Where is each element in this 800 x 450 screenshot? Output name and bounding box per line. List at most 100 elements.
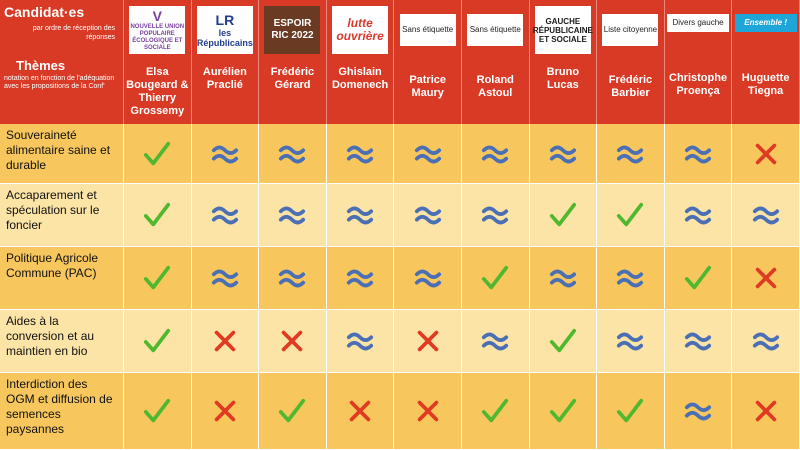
cross-icon <box>755 143 776 164</box>
candidate-header: Ensemble ! Huguette Tiegna <box>732 0 800 124</box>
party-logo: lutte ouvrière <box>332 6 389 54</box>
logo-text: Divers gauche <box>672 18 724 27</box>
candidate-header: ESPOIR RIC 2022 Frédéric Gérard <box>259 0 327 124</box>
rating-cell <box>732 373 800 450</box>
affiliation-label: Sans étiquette <box>467 14 524 46</box>
logo-mark: LR <box>215 11 235 28</box>
logo-text: GAUCHE RÉPUBLICAINE ET SOCIALE <box>532 16 593 44</box>
rating-cell <box>191 124 260 184</box>
approx-icon <box>549 145 576 163</box>
approx-icon <box>347 206 374 225</box>
cross-icon <box>755 267 776 289</box>
logo-text: Sans étiquette <box>402 25 454 34</box>
approx-icon <box>211 145 238 163</box>
affiliation-label: Liste citoyenne <box>602 14 659 46</box>
rating-cell <box>191 373 260 450</box>
affiliation-label: Sans étiquette <box>399 14 456 46</box>
approx-icon <box>482 145 509 163</box>
check-icon <box>684 265 712 290</box>
approx-icon <box>549 269 576 288</box>
candidate-name: Roland Astoul <box>476 74 514 99</box>
rating-cell <box>664 184 733 247</box>
theme-label: Aides à la conversion et au maintien en … <box>0 310 124 373</box>
theme-label: Souveraineté alimentaire saine et durabl… <box>0 124 124 184</box>
rating-cell <box>124 184 192 247</box>
approx-icon <box>347 145 374 163</box>
candidate-name: Bruno Lucas <box>546 66 580 91</box>
rating-cell <box>326 247 395 310</box>
approx-icon <box>347 332 374 351</box>
approx-icon <box>414 145 441 163</box>
rating-cell <box>664 310 733 373</box>
logo-mark: V <box>152 7 162 24</box>
candidate-header: Liste citoyenne Frédéric Barbier <box>597 0 665 124</box>
rating-cell <box>124 310 192 373</box>
rating-cell <box>259 124 327 184</box>
approx-icon <box>279 269 306 288</box>
rating-cell <box>394 124 462 184</box>
check-icon <box>144 328 171 353</box>
rating-cell <box>326 310 395 373</box>
order-note: par ordre de réception des réponses <box>32 25 115 41</box>
rating-cell <box>664 373 733 450</box>
approx-icon <box>211 269 238 288</box>
logo-text: ESPOIR RIC 2022 <box>271 18 314 41</box>
approx-icon <box>684 145 712 163</box>
approx-icon <box>617 269 644 288</box>
cross-icon <box>349 400 371 422</box>
rating-cell <box>326 373 395 450</box>
rating-cell <box>461 184 530 247</box>
rating-cell <box>326 124 395 184</box>
rating-cell <box>597 184 665 247</box>
check-icon <box>549 328 576 353</box>
affiliation-label: Divers gauche <box>667 14 730 32</box>
rating-cell <box>124 373 192 450</box>
party-logo: ESPOIR RIC 2022 <box>264 6 321 54</box>
approx-icon <box>211 206 238 225</box>
rating-cell <box>732 310 800 373</box>
candidates-title: Candidat·es <box>4 4 85 20</box>
candidate-name: Elsa Bougeard & Thierry Grossemy <box>126 66 189 117</box>
logo-text: Ensemble ! <box>744 18 787 27</box>
candidate-header: LR les Républicains Aurélien Praclié <box>191 0 260 124</box>
logo-text: Sans étiquette <box>469 25 521 34</box>
theme-label: Interdiction des OGM et diffusion de sem… <box>0 373 124 450</box>
cross-icon <box>417 400 438 422</box>
check-icon <box>482 398 509 423</box>
rating-cell <box>124 247 192 310</box>
candidate-name: Christophe Proença <box>669 72 728 97</box>
check-icon <box>482 265 509 290</box>
check-icon <box>549 398 576 423</box>
rating-cell <box>529 247 598 310</box>
candidate-name: Frédéric Gérard <box>270 66 315 91</box>
candidate-name: Aurélien Praclié <box>202 66 247 91</box>
approx-icon <box>752 332 779 351</box>
approx-icon <box>482 332 509 351</box>
themes-title: Thèmes <box>16 58 66 73</box>
rating-cell <box>124 124 192 184</box>
rating-cell <box>597 373 665 450</box>
rating-cell <box>529 184 598 247</box>
rating-cell <box>529 310 598 373</box>
rating-cell <box>191 247 260 310</box>
rating-cell <box>394 310 462 373</box>
check-icon <box>617 202 644 227</box>
approx-icon <box>414 206 441 225</box>
rating-cell <box>597 310 665 373</box>
rating-cell <box>461 124 530 184</box>
approx-icon <box>684 332 712 351</box>
affiliation-label: Ensemble ! <box>734 14 797 32</box>
approx-icon <box>414 269 441 288</box>
approx-icon <box>752 206 779 225</box>
cross-icon <box>214 400 236 422</box>
check-icon <box>549 202 576 227</box>
rating-cell <box>597 247 665 310</box>
candidate-name: Ghislain Domenech <box>331 66 389 91</box>
rating-cell <box>394 247 462 310</box>
rating-cell <box>732 247 800 310</box>
approx-icon <box>482 206 509 225</box>
rating-cell <box>394 373 462 450</box>
candidate-name: Huguette Tiegna <box>741 72 790 97</box>
rating-cell <box>259 184 327 247</box>
rating-cell <box>191 184 260 247</box>
